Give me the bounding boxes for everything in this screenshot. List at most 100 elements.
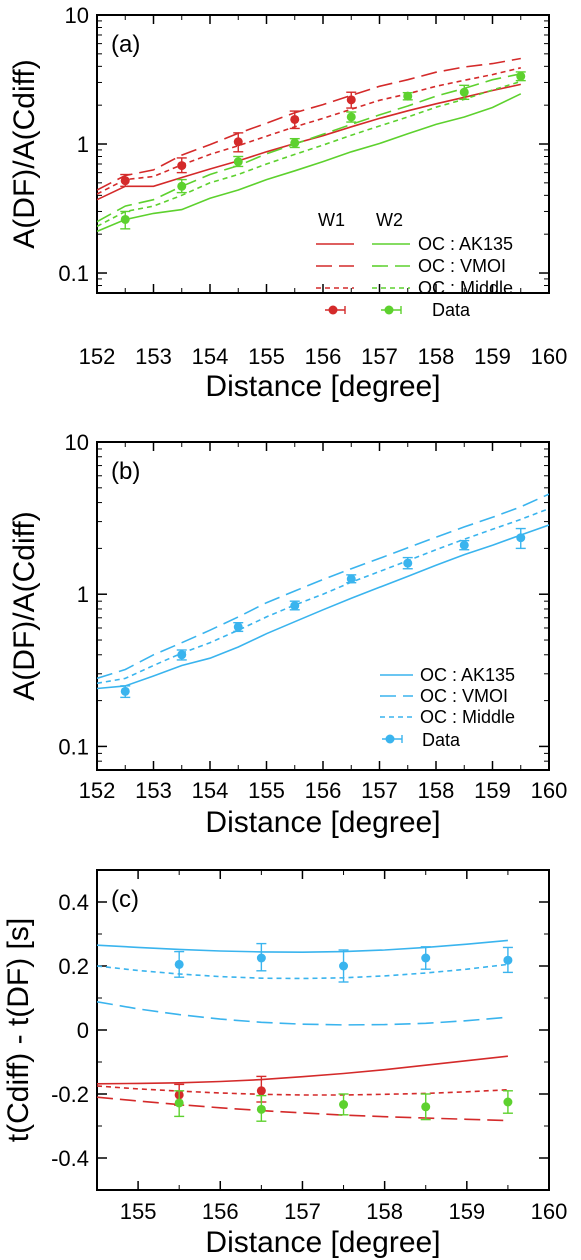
y-tick-label: 10: [65, 430, 89, 455]
x-tick-label: 158: [366, 1199, 403, 1224]
data-point: [459, 540, 469, 550]
x-axis-label: Distance [degree]: [205, 370, 440, 403]
series-line-3: [97, 1001, 508, 1026]
data-point: [346, 574, 356, 584]
x-tick-label: 159: [474, 778, 511, 803]
legend-entry: OC : Middle: [418, 278, 513, 298]
data-point: [421, 1102, 431, 1112]
legend-entry: OC : Middle: [420, 707, 515, 727]
x-tick-label: 152: [79, 778, 116, 803]
x-tick-label: 156: [305, 344, 342, 369]
data-point: [516, 533, 526, 543]
panel-label: (c): [111, 886, 139, 913]
y-tick-label: 10: [65, 3, 89, 28]
series-line-4: [97, 1055, 508, 1085]
chart-panel-1: 152 153 154 155 156 157 158 159 160 0.1 1 10 Distanc…: [8, 3, 567, 403]
panel-label: (b): [111, 458, 140, 485]
legend-entry: OC : VMOI: [418, 256, 506, 276]
x-tick-label: 160: [531, 778, 568, 803]
data-point: [174, 1098, 184, 1108]
series-line-4: [97, 93, 522, 233]
x-tick-label: 155: [248, 778, 285, 803]
panel-label: (a): [111, 31, 140, 58]
x-tick-label: 156: [202, 1199, 239, 1224]
legend-entry: OC : VMOI: [420, 686, 508, 706]
legend-entry: OC : AK135: [418, 234, 513, 254]
y-tick-label: -0.4: [51, 1146, 89, 1171]
x-tick-label: 154: [192, 344, 229, 369]
series-line-6: [97, 80, 522, 228]
legend-header-w2: W2: [376, 210, 403, 230]
series-line-1: [97, 939, 508, 954]
x-tick-label: 153: [135, 778, 172, 803]
x-tick-label: 158: [418, 778, 455, 803]
data-point: [516, 71, 526, 81]
data-point: [120, 686, 130, 696]
data-point: [459, 87, 469, 97]
x-tick-label: 154: [192, 778, 229, 803]
series-line-6: [97, 1096, 508, 1122]
y-tick-label: 0.1: [58, 261, 89, 286]
series-line-2: [97, 493, 549, 680]
y-tick-label: 1: [77, 132, 89, 157]
data-point: [233, 137, 243, 147]
data-point: [346, 112, 356, 122]
data-point: [290, 138, 300, 148]
series-line-1: [97, 524, 549, 690]
series-line-5: [97, 1085, 508, 1096]
series-line-2: [97, 963, 508, 980]
y-tick-label: 0.4: [58, 890, 89, 915]
chart-panel-2: 152 153 154 155 156 157 158 159 160 0.1 1 10 Distanc…: [8, 430, 567, 839]
data-point: [256, 953, 266, 963]
plot-frame: [96, 869, 550, 1191]
legend-marker-point: [384, 305, 394, 315]
data-point: [174, 959, 184, 969]
series-line-3: [97, 67, 521, 195]
data-point: [290, 601, 300, 611]
x-tick-label: 153: [135, 344, 172, 369]
data-point: [339, 1100, 349, 1110]
y-axis-label: t(Cdiff) - t(DF) [s]: [2, 918, 35, 1142]
y-tick-label: 1: [77, 582, 89, 607]
y-tick-label: 0.2: [58, 954, 89, 979]
series-line-3: [97, 507, 549, 685]
x-tick-label: 152: [79, 344, 116, 369]
data-point: [177, 161, 187, 171]
data-point: [421, 953, 431, 963]
data-point: [256, 1086, 266, 1096]
series-line-2: [97, 57, 521, 191]
legend-entry: Data: [432, 300, 471, 320]
data-point: [120, 176, 130, 186]
series-line-5: [97, 73, 521, 223]
legend-marker-point: [385, 734, 395, 744]
data-point: [177, 650, 187, 660]
data-point: [339, 961, 349, 971]
data-point: [256, 1104, 266, 1114]
x-tick-label: 157: [361, 344, 398, 369]
data-point: [233, 622, 243, 632]
legend-entry: OC : AK135: [420, 665, 515, 685]
data-point: [503, 1097, 513, 1107]
data-point: [346, 95, 356, 105]
x-tick-label: 160: [531, 1199, 568, 1224]
legend-entry: Data: [422, 730, 461, 750]
y-tick-label: 0: [77, 1018, 89, 1043]
series-line-1: [97, 83, 521, 201]
data-point: [177, 181, 187, 191]
data-point: [290, 114, 300, 124]
data-point: [503, 955, 513, 965]
y-tick-label: 0.1: [58, 734, 89, 759]
x-tick-label: 156: [305, 778, 342, 803]
x-tick-label: 157: [361, 778, 398, 803]
x-tick-label: 159: [448, 1199, 485, 1224]
x-axis-label: Distance [degree]: [205, 1226, 440, 1259]
data-point: [120, 214, 130, 224]
legend-header-w1: W1: [318, 210, 345, 230]
y-axis-label: A(DF)/A(Cdiff): [8, 59, 41, 248]
y-axis-label: A(DF)/A(Cdiff): [8, 511, 41, 700]
x-axis-label: Distance [degree]: [205, 806, 440, 839]
data-point: [403, 558, 413, 568]
x-tick-label: 155: [120, 1199, 157, 1224]
x-tick-label: 159: [474, 344, 511, 369]
